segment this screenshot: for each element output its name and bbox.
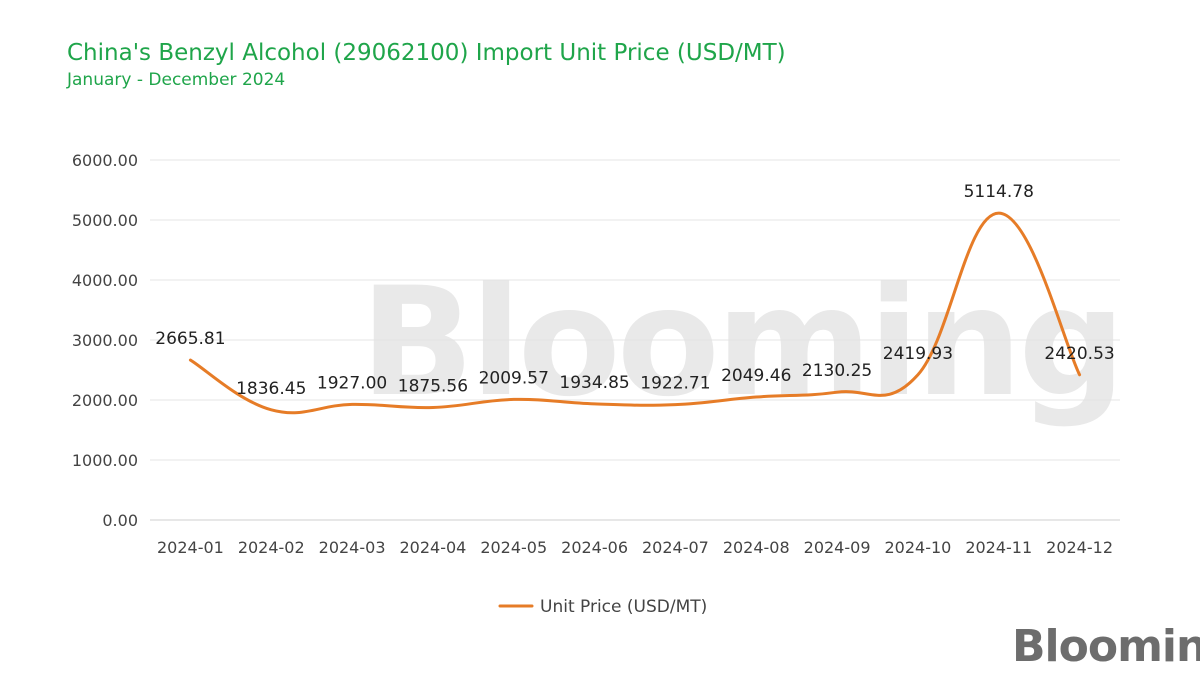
x-tick-label: 2024-02 [238, 538, 305, 557]
x-tick-label: 2024-08 [723, 538, 790, 557]
data-label: 1922.71 [640, 374, 710, 394]
x-tick-label: 2024-04 [399, 538, 466, 557]
data-label: 2130.25 [802, 361, 872, 381]
data-label: 2009.57 [479, 368, 549, 388]
y-tick-label: 1000.00 [72, 451, 138, 470]
x-tick-label: 2024-07 [642, 538, 709, 557]
data-label: 1836.45 [236, 379, 306, 399]
x-tick-label: 2024-09 [804, 538, 871, 557]
y-tick-label: 2000.00 [72, 391, 138, 410]
x-tick-label: 2024-10 [884, 538, 951, 557]
data-label: 1875.56 [398, 376, 468, 396]
data-label: 2419.93 [883, 344, 953, 364]
y-tick-label: 3000.00 [72, 331, 138, 350]
data-label: 2049.46 [721, 366, 791, 386]
x-tick-label: 2024-01 [157, 538, 224, 557]
x-tick-label: 2024-05 [480, 538, 547, 557]
y-tick-label: 0.00 [102, 511, 138, 530]
y-tick-label: 4000.00 [72, 271, 138, 290]
y-tick-label: 5000.00 [72, 211, 138, 230]
data-label: 1934.85 [559, 373, 629, 393]
x-tick-label: 2024-11 [965, 538, 1032, 557]
x-tick-label: 2024-12 [1046, 538, 1113, 557]
x-tick-label: 2024-06 [561, 538, 628, 557]
data-label: 2665.81 [155, 329, 225, 349]
data-label: 5114.78 [964, 182, 1034, 202]
watermark: Blooming [360, 256, 1126, 430]
data-label: 1927.00 [317, 373, 387, 393]
x-tick-label: 2024-03 [319, 538, 386, 557]
series-line-unit-price [188, 211, 1082, 415]
brand-logo: Blooming [1012, 621, 1200, 672]
chart-subtitle: January - December 2024 [67, 70, 286, 90]
data-label: 2420.53 [1044, 344, 1114, 364]
chart-title: China's Benzyl Alcohol (29062100) Import… [67, 40, 786, 66]
legend-label: Unit Price (USD/MT) [540, 597, 707, 617]
y-tick-label: 6000.00 [72, 151, 138, 170]
